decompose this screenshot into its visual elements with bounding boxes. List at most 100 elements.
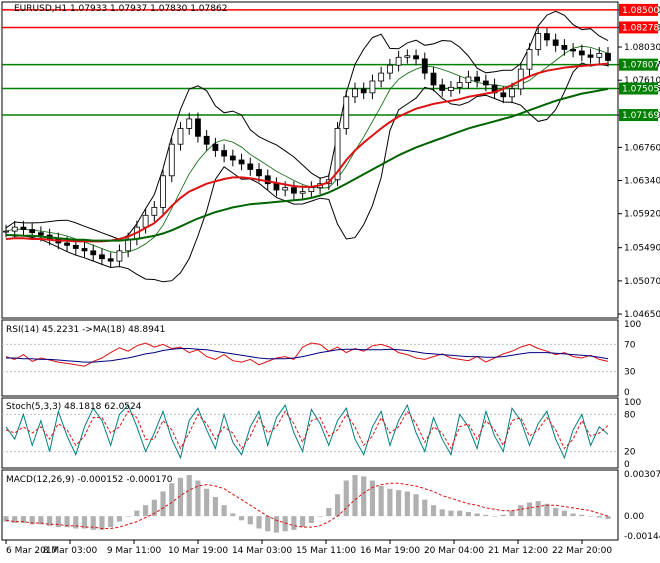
macd-bar (483, 514, 489, 517)
macd-bar (605, 516, 611, 519)
candle-body (439, 84, 446, 91)
macd-bar (143, 505, 149, 517)
macd-bar (457, 510, 463, 517)
stoch-header: Stoch(5,3,3) 48.1818 62.0524 (6, 402, 142, 412)
stoch-line (5, 410, 609, 450)
macd-bar (55, 516, 61, 528)
macd-header: MACD(12,26,9) -0.000152 -0.000170 (6, 475, 173, 485)
candle-body (72, 244, 79, 249)
macd-bar (544, 503, 550, 517)
macd-bar (413, 494, 419, 517)
macd-bar (12, 516, 18, 524)
panel-frame-1 (1, 319, 619, 397)
x-tick-label: 10 Mar 19:00 (168, 546, 228, 556)
candle-body (448, 86, 454, 91)
candle-body (168, 143, 175, 177)
x-tick-label: 6 Mar 2017 (6, 546, 57, 556)
rsi-y-tick-label: 0 (624, 388, 630, 398)
macd-bar (238, 516, 245, 521)
macd-bar (151, 499, 157, 517)
candle-body (535, 33, 542, 50)
macd-bar (343, 480, 349, 517)
panel-frame-0 (1, 1, 619, 319)
price-y-tick-label: 1.07610 (624, 76, 660, 86)
macd-bar (81, 516, 88, 529)
panel-frame-2 (1, 397, 619, 469)
macd-bar (396, 490, 402, 517)
macd-bar (561, 510, 567, 517)
level-badge-label: 1.08500 (622, 6, 659, 16)
candle-body (160, 175, 166, 208)
candle-body (386, 64, 393, 74)
candle-body (186, 118, 193, 129)
macd-bar (352, 475, 358, 517)
candle-body (247, 163, 254, 170)
macd-bar (204, 488, 210, 517)
macd-bar (378, 486, 384, 517)
stoch-y-tick-label: 80 (624, 410, 636, 420)
price-y-tick-label: 1.06340 (624, 177, 660, 187)
level-badge-label: 1.08278 (622, 23, 659, 33)
candle-body (605, 52, 611, 61)
rsi-header: RSI(14) 45.2231 ->MA(18) 48.8941 (6, 325, 166, 335)
candle-body (352, 88, 358, 98)
macd-bar (587, 516, 594, 517)
x-tick-label: 22 Mar 20:00 (552, 546, 612, 556)
candle-body (151, 206, 158, 216)
candle-body (291, 187, 297, 194)
level-badge-label: 1.07807 (622, 61, 659, 71)
candle-body (308, 187, 315, 192)
stoch-y-tick-label: 100 (624, 398, 641, 408)
macd-bar (553, 507, 559, 517)
macd-bar (404, 491, 410, 517)
candle-body (3, 230, 9, 233)
candle-body (456, 82, 463, 88)
candle-body (561, 45, 568, 50)
price-y-tick-label: 1.05490 (624, 244, 660, 254)
level-badge (619, 3, 658, 16)
candle-body (221, 150, 228, 157)
candle-body (229, 155, 236, 161)
macd-bar (230, 513, 236, 517)
candle-body (264, 175, 271, 185)
candle-body (256, 169, 262, 177)
macd-bar (3, 516, 9, 522)
candle-body (421, 58, 428, 74)
stoch-y-tick-label: 20 (624, 448, 636, 458)
macd-bar (509, 510, 515, 517)
macd-bar (448, 510, 454, 517)
price-y-tick-label: 1.04650 (624, 310, 660, 320)
rsi-line (5, 342, 609, 367)
macd-bar (361, 476, 367, 517)
candle-body (203, 135, 210, 145)
x-tick-label: 14 Mar 03:00 (232, 546, 292, 556)
level-badge (619, 109, 658, 122)
macd-bar (500, 514, 506, 517)
candle-body (570, 49, 577, 52)
candle-body (334, 127, 341, 181)
candle-body (142, 214, 149, 228)
candle-body (90, 250, 97, 256)
level-badge-label: 1.07505 (622, 85, 659, 95)
x-tick-label: 20 Mar 04:00 (424, 546, 484, 556)
macd-bar (282, 516, 288, 532)
candle-body (238, 159, 245, 165)
price-y-tick-label: 1.05920 (624, 210, 660, 220)
macd-bar (535, 501, 541, 517)
rsi-line (6, 348, 609, 363)
rsi-y-tick-label: 100 (624, 320, 641, 330)
macd-bar (29, 516, 35, 525)
price-header: EURUSD,H1 1.07933 1.07937 1.07830 1.0786… (14, 4, 228, 14)
macd-bar (186, 475, 192, 517)
candle-body (299, 191, 306, 194)
macd-bar (20, 516, 27, 524)
macd-bar (518, 505, 524, 517)
macd-bar (317, 516, 323, 517)
rsi-y-tick-label: 30 (624, 368, 636, 378)
macd-bar (579, 514, 585, 517)
macd-bar (265, 516, 271, 532)
candle-body (587, 54, 594, 58)
candle-body (378, 72, 385, 82)
macd-y-tick-label: 0.003076 (624, 470, 660, 480)
macd-bar (256, 516, 262, 529)
